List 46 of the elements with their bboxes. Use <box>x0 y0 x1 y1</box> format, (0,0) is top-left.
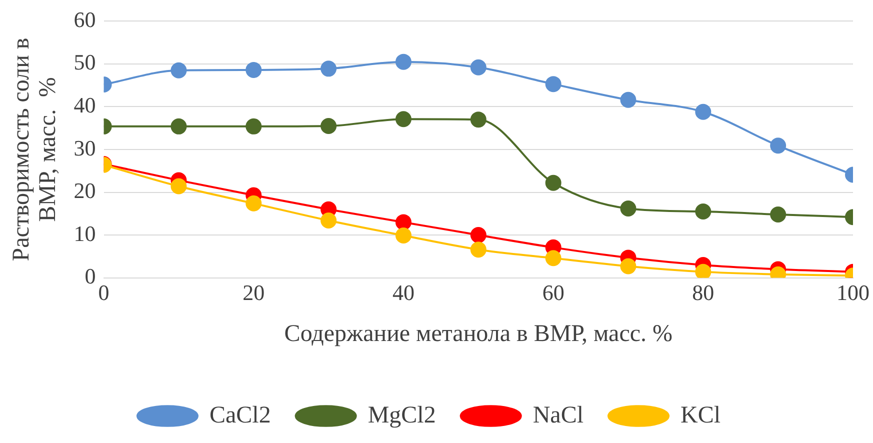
x-tick-label: 80 <box>692 280 714 305</box>
point <box>620 258 636 274</box>
y-axis-title: Растворимость соли в ВМР, масс. % <box>8 38 61 262</box>
point <box>470 227 486 244</box>
point <box>770 206 786 223</box>
point <box>395 227 412 244</box>
point <box>246 62 262 78</box>
y-tick-label: 20 <box>74 178 96 204</box>
legend-label: KCl <box>680 402 721 428</box>
y-tick-label: 60 <box>74 6 96 32</box>
point <box>470 242 486 258</box>
x-tick-label: 20 <box>242 280 265 305</box>
point <box>170 178 187 194</box>
point <box>470 112 486 128</box>
point <box>320 118 337 134</box>
x-tick-label: 40 <box>392 280 414 305</box>
point <box>170 118 187 134</box>
point <box>770 138 786 154</box>
legend-label: NaCl <box>532 402 584 428</box>
point <box>395 111 412 128</box>
point <box>545 76 562 92</box>
point <box>170 62 187 78</box>
legend-label: MgCl2 <box>368 402 436 428</box>
point <box>545 174 562 191</box>
x-axis-title: Содержание метанола в ВМР, масс. % <box>284 320 672 347</box>
point <box>695 204 712 220</box>
y-tick-label: 40 <box>74 92 96 118</box>
x-tick-label: 100 <box>836 280 870 305</box>
y-tick-label: 10 <box>74 220 96 246</box>
point <box>620 92 636 108</box>
point <box>320 212 337 228</box>
point <box>695 104 712 120</box>
point <box>395 54 412 70</box>
point <box>620 200 636 217</box>
x-tick-label: 60 <box>542 280 564 305</box>
point <box>470 59 486 76</box>
y-tick-label: 0 <box>84 264 96 289</box>
legend-label: CaCl2 <box>209 402 271 428</box>
y-tick-label: 30 <box>74 135 96 160</box>
y-tick-label: 50 <box>74 50 96 75</box>
point <box>320 60 337 77</box>
point <box>246 195 262 212</box>
point <box>545 250 562 266</box>
point <box>695 264 712 278</box>
point <box>395 214 412 230</box>
point <box>246 118 262 134</box>
